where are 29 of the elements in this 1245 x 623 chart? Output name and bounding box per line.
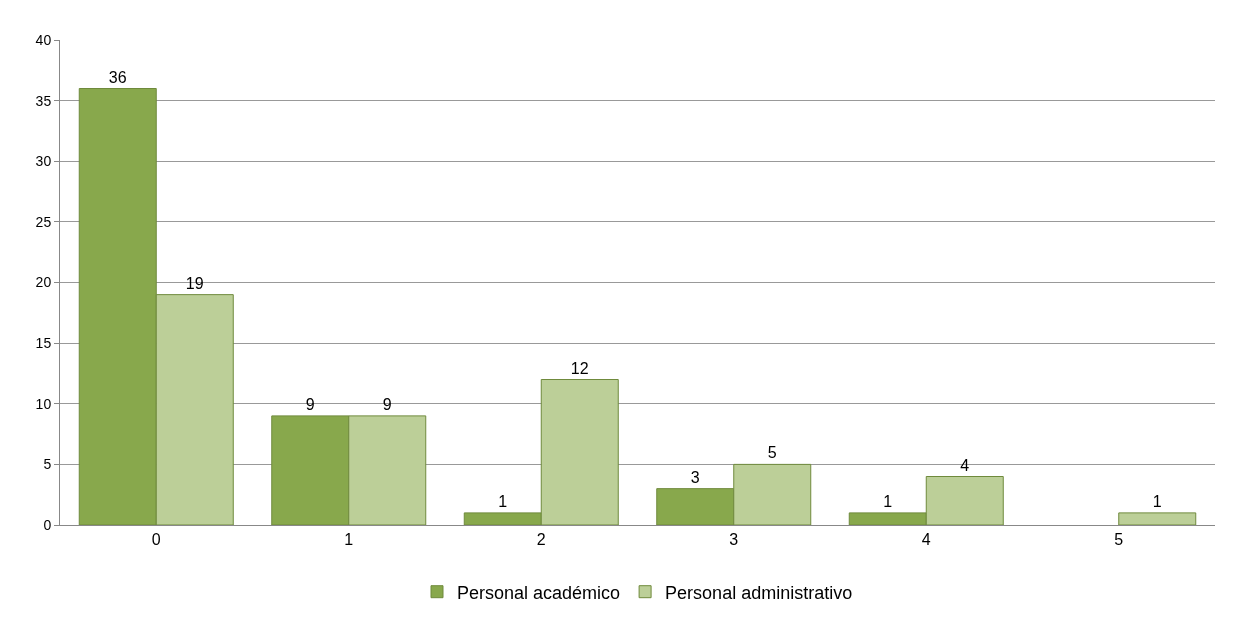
y-tick-label: 40 [35, 31, 52, 48]
data-label: 1 [498, 492, 508, 510]
data-label: 19 [185, 274, 204, 292]
legend-label: Personal administrativo [665, 582, 853, 603]
x-tick-label: 5 [1114, 531, 1124, 549]
y-tick-label: 35 [35, 92, 52, 109]
y-tick-label: 5 [43, 456, 52, 473]
x-tick-label: 3 [729, 531, 739, 549]
y-tick-label: 15 [35, 335, 52, 352]
data-label: 9 [382, 395, 392, 413]
data-label: 4 [960, 456, 970, 474]
data-label: 36 [108, 68, 127, 86]
y-tick-label: 25 [35, 213, 52, 230]
data-label: 3 [690, 468, 700, 486]
y-tick-label: 20 [35, 274, 52, 291]
x-tick-label: 4 [921, 531, 931, 549]
y-tick-label: 30 [35, 153, 52, 170]
data-label: 1 [1152, 492, 1162, 510]
y-tick-label: 10 [35, 395, 52, 412]
legend-label: Personal académico [457, 582, 621, 603]
data-label: 12 [570, 359, 589, 377]
x-tick-label: 1 [344, 531, 354, 549]
data-label: 9 [305, 395, 315, 413]
data-label: 5 [767, 444, 777, 462]
x-tick-label: 2 [536, 531, 546, 549]
bar [1118, 512, 1197, 525]
data-label: 1 [883, 492, 893, 510]
y-tick-label: 0 [43, 516, 52, 533]
x-tick-label: 0 [151, 531, 161, 549]
